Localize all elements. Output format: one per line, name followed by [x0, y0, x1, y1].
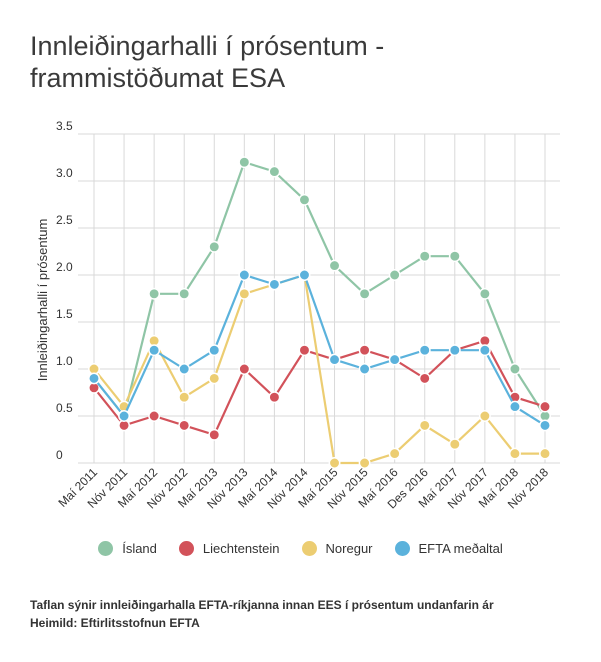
- data-point: [358, 344, 371, 357]
- data-point: [298, 193, 311, 206]
- y-tick-labels: 0 0.5 1.0 1.5 2.0 2.5 3.0 3.5: [56, 119, 73, 462]
- legend-item: Liechtenstein: [178, 541, 280, 556]
- data-point: [358, 457, 371, 469]
- data-point: [178, 419, 191, 432]
- data-point: [328, 457, 341, 469]
- y-tick-label: 2.5: [56, 213, 73, 227]
- y-axis-label: Innleiðingarhalli í prósentum: [35, 219, 50, 382]
- data-point: [238, 287, 251, 300]
- data-point: [388, 447, 401, 460]
- data-point: [539, 447, 551, 460]
- data-point: [388, 353, 401, 366]
- data-point: [478, 410, 491, 422]
- series-line: [93, 273, 545, 465]
- y-tick-label: 1.0: [56, 354, 73, 368]
- data-point: [448, 438, 461, 451]
- data-point: [148, 410, 161, 422]
- data-point: [418, 344, 431, 357]
- data-point: [388, 269, 401, 281]
- data-point: [238, 156, 251, 169]
- series-noregur: [88, 269, 551, 469]
- series-line: [93, 273, 546, 427]
- legend-item: Noregur: [301, 541, 373, 556]
- data-point: [178, 391, 191, 404]
- data-point: [478, 287, 491, 300]
- caption: Taflan sýnir innleiðingarhalla EFTA-ríkj…: [30, 596, 494, 632]
- data-point: [328, 259, 341, 272]
- y-tick-label: 1.5: [56, 307, 73, 321]
- legend-item: Ísland: [98, 541, 157, 556]
- data-point: [298, 344, 311, 357]
- legend-label: Noregur: [325, 541, 373, 556]
- data-point: [238, 363, 251, 375]
- data-point: [268, 165, 281, 178]
- data-point: [118, 410, 131, 422]
- series-efta-me-altal: [88, 269, 551, 432]
- legend-swatch: [98, 541, 114, 556]
- data-point: [418, 250, 431, 263]
- data-point: [478, 344, 491, 357]
- data-point: [298, 269, 311, 281]
- y-tick-label: 3.5: [56, 119, 73, 133]
- y-tick-label: 2.0: [56, 260, 73, 274]
- legend-label: Liechtenstein: [202, 541, 280, 556]
- y-tick-label: 3.0: [56, 166, 73, 180]
- legend-label: Ísland: [122, 541, 157, 556]
- data-point: [418, 372, 431, 385]
- series-line: [93, 160, 546, 419]
- data-point: [268, 278, 281, 291]
- data-point: [539, 400, 551, 413]
- data-point: [508, 447, 521, 460]
- caption-description: Taflan sýnir innleiðingarhalla EFTA-ríkj…: [30, 598, 494, 612]
- data-point: [539, 419, 551, 432]
- legend-item: EFTA meðaltal: [394, 541, 503, 556]
- data-point: [328, 353, 341, 366]
- data-point: [238, 269, 251, 281]
- data-point: [448, 250, 461, 263]
- data-point: [358, 363, 371, 375]
- legend-label: EFTA meðaltal: [418, 541, 503, 556]
- y-tick-label: 0: [56, 448, 63, 462]
- data-point: [178, 363, 191, 375]
- data-point: [208, 344, 221, 357]
- data-point: [208, 428, 221, 441]
- data-point: [508, 400, 521, 413]
- legend-swatch: [301, 541, 317, 556]
- data-point: [418, 419, 431, 432]
- y-tick-label: 0.5: [56, 401, 73, 415]
- series--sland: [88, 156, 551, 422]
- data-point: [508, 363, 521, 375]
- data-point: [148, 287, 161, 300]
- legend: Ísland Liechtenstein Noregur EFTA meðaltal: [0, 541, 601, 556]
- chart-title: Innleiðingarhalli í prósentum - frammist…: [30, 31, 385, 93]
- series-line: [93, 339, 546, 437]
- data-point: [208, 240, 221, 253]
- legend-swatch: [394, 541, 410, 556]
- caption-source: Heimild: Eftirlitsstofnun EFTA: [30, 616, 200, 630]
- data-point: [358, 287, 371, 300]
- data-point: [268, 391, 281, 404]
- data-point: [448, 344, 461, 357]
- series-layer: [88, 156, 551, 469]
- data-point: [178, 287, 191, 300]
- data-point: [88, 372, 100, 385]
- data-point: [148, 344, 161, 357]
- data-point: [208, 372, 221, 385]
- legend-swatch: [178, 541, 194, 556]
